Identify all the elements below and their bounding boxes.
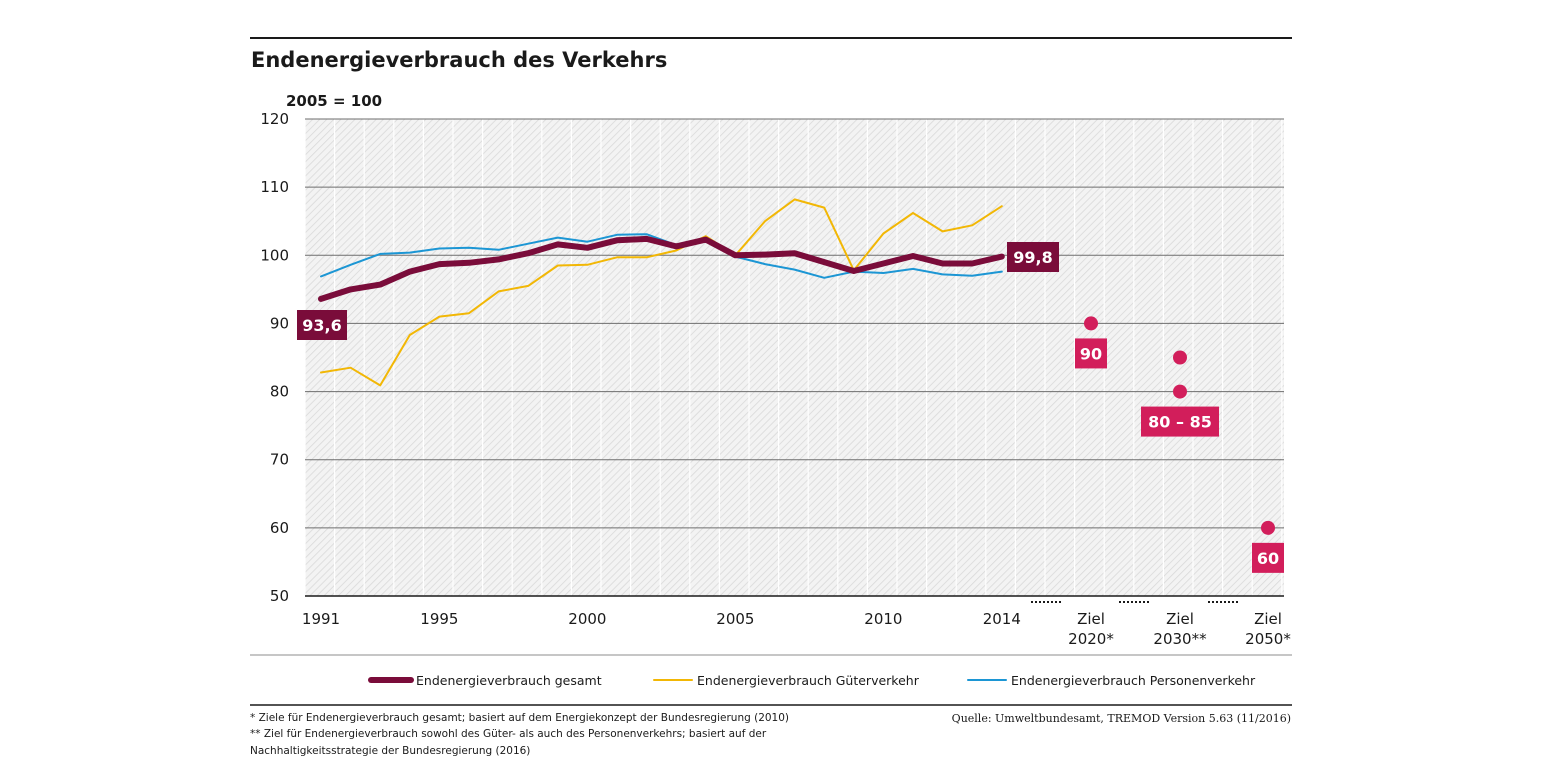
series-line — [318, 235, 1005, 302]
legend-label: Endenergieverbrauch gesamt — [416, 673, 602, 688]
y-axis-unit: 2005 = 100 — [286, 92, 382, 110]
x-tick-label: Ziel 2030** — [1153, 610, 1207, 648]
data-label-start-box — [297, 310, 347, 340]
target-point — [1173, 350, 1187, 365]
y-tick-label: 80 — [270, 383, 289, 401]
data-labels: 93,6 99,8 — [297, 242, 1059, 340]
source-note: Quelle: Umweltbundesamt, TREMOD Version … — [952, 712, 1291, 725]
target-points: 90 80 – 85 60 — [1075, 316, 1284, 573]
target-label-box — [1252, 542, 1284, 573]
x-tick-label: 1991 — [302, 610, 340, 628]
footnote-3: Nachhaltigkeitsstrategie der Bundesregie… — [250, 745, 530, 757]
x-tick-label: 2010 — [864, 610, 902, 628]
target-label-box — [1075, 338, 1107, 369]
chart-title: Endenergieverbrauch des Verkehrs — [251, 48, 667, 72]
data-label-end: 99,8 — [1013, 248, 1052, 267]
data-label-start: 93,6 — [302, 316, 341, 335]
target-label: 80 – 85 — [1148, 413, 1212, 432]
y-tick-label: 110 — [260, 178, 289, 196]
legend-label: Endenergieverbrauch Personenverkehr — [1011, 673, 1256, 688]
y-tick-label: 60 — [270, 519, 289, 537]
footnote-2: ** Ziel für Endenergieverbrauch sowohl d… — [250, 728, 767, 740]
grid — [304, 118, 1284, 596]
target-point — [1084, 316, 1098, 331]
y-tick-label: 70 — [270, 451, 289, 469]
target-point — [1261, 520, 1275, 535]
legend: Endenergieverbrauch gesamt Endenergieverb… — [368, 673, 1256, 688]
footnote-1: * Ziele für Endenergieverbrauch gesamt; … — [250, 712, 789, 724]
target-label-box — [1141, 406, 1219, 437]
x-tick-label: 2005 — [716, 610, 754, 628]
data-label-end-box — [1007, 242, 1059, 272]
y-tick-label: 90 — [270, 314, 289, 332]
target-label: 60 — [1257, 549, 1279, 568]
series-line — [320, 198, 1003, 387]
target-point — [1173, 384, 1187, 399]
x-tick-label: 1995 — [420, 610, 458, 628]
target-label: 90 — [1080, 344, 1102, 363]
x-axis-ticks: 1991 1995 2000 2005 2010 2014 Ziel 2020* Ziel 203… — [302, 595, 1291, 648]
y-tick-label: 50 — [270, 587, 289, 605]
legend-label: Endenergieverbrauch Güterverkehr — [697, 673, 920, 688]
y-axis-ticks: 50 60 70 80 90 100 110 120 — [260, 110, 289, 605]
series-lines — [318, 198, 1005, 387]
plot-area — [305, 119, 1284, 596]
x-tick-label: Ziel 2020* — [1068, 610, 1114, 648]
y-tick-label: 100 — [260, 246, 289, 264]
y-tick-label: 120 — [260, 110, 289, 128]
x-tick-label: 2000 — [568, 610, 606, 628]
x-tick-label: Ziel 2050* — [1245, 610, 1291, 648]
x-tick-label: 2014 — [983, 610, 1021, 628]
